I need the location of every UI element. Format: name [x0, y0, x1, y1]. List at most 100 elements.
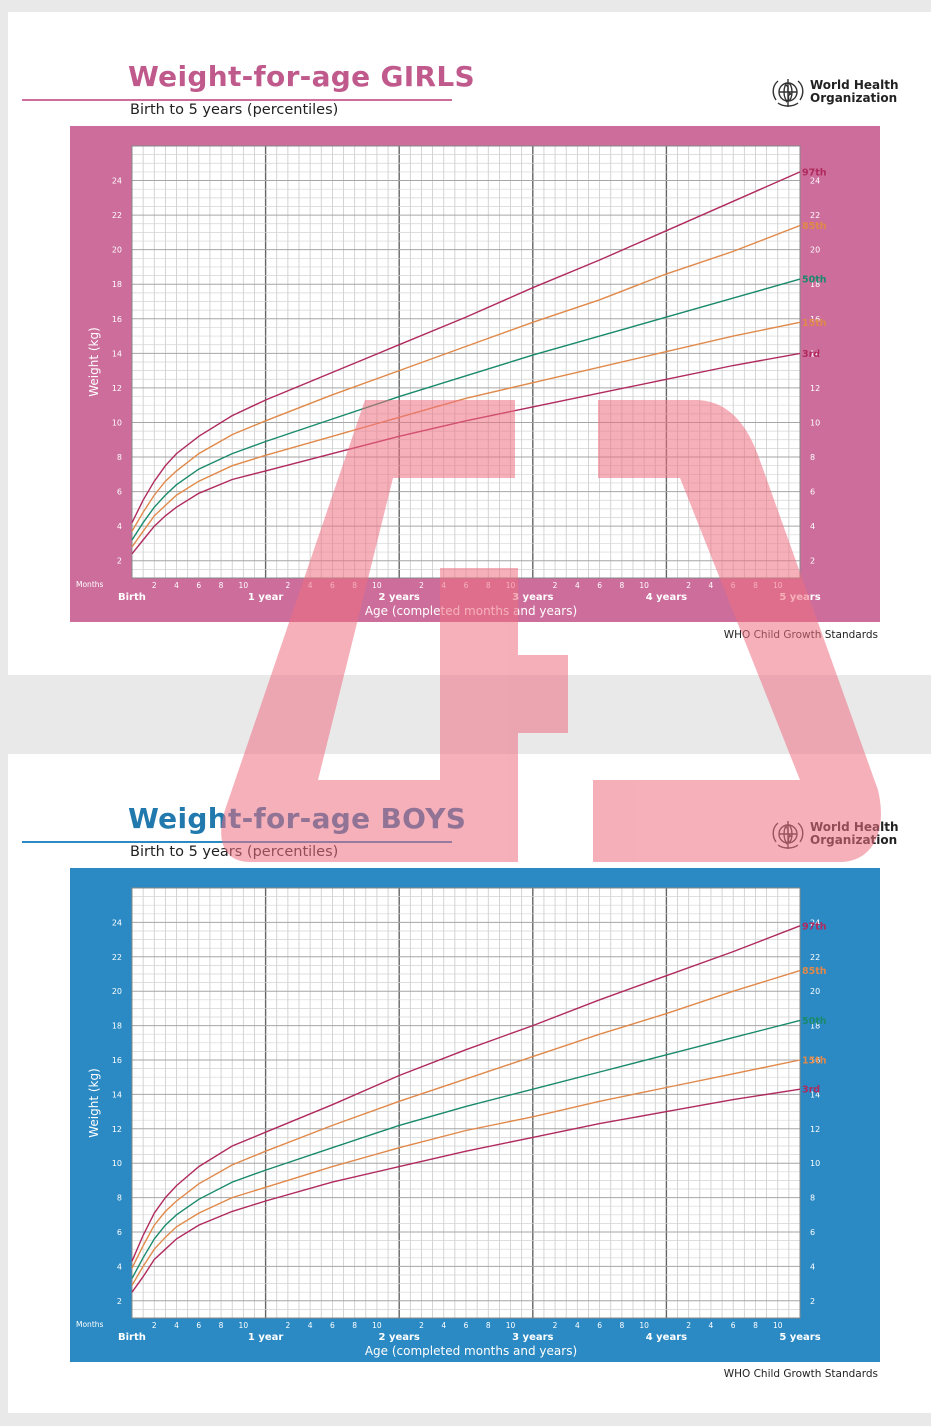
month-tick-label: 10 [639, 581, 649, 590]
y-tick-label-right: 6 [810, 488, 815, 497]
y-tick-label-left: 2 [117, 557, 122, 566]
y-tick-label-left: 10 [112, 418, 122, 427]
month-tick-label: 4 [441, 1321, 446, 1330]
y-tick-label-left: 6 [117, 488, 122, 497]
y-tick-label-left: 4 [117, 1262, 122, 1271]
year-label: 2 years [379, 1332, 420, 1343]
year-label: 1 year [248, 1332, 283, 1343]
who-organization-name: World Health Organization [810, 79, 899, 105]
plot-border [131, 887, 801, 1319]
month-tick-label: 8 [486, 1321, 491, 1330]
percentile-line-15th [131, 1059, 801, 1286]
month-tick-label: 8 [619, 581, 624, 590]
month-tick-label: 6 [330, 581, 335, 590]
y-tick-label-right: 16 [810, 1056, 820, 1065]
who-name-line-2: Organization [810, 833, 898, 847]
y-tick-label-right: 24 [810, 918, 820, 927]
title-underline [22, 841, 452, 843]
y-tick-label-left: 20 [112, 987, 122, 996]
y-tick-label-right: 14 [810, 1090, 820, 1099]
month-tick-label: 10 [639, 1321, 649, 1330]
month-tick-label: 6 [330, 1321, 335, 1330]
year-label: 3 years [512, 1332, 553, 1343]
month-tick-label: 4 [575, 581, 580, 590]
y-tick-label-right: 22 [810, 953, 820, 962]
month-tick-label: 2 [419, 1321, 424, 1330]
y-tick-label-left: 2 [117, 1297, 122, 1306]
month-tick-label: 6 [196, 581, 201, 590]
girls-chart-title: Weight-for-age GIRLS [128, 60, 475, 93]
y-tick-label-left: 14 [112, 349, 122, 358]
boys-chart-title: Weight-for-age BOYS [128, 802, 467, 835]
girls-chart-card: Weight-for-age GIRLS Birth to 5 years (p… [8, 12, 931, 675]
year-label: 1 year [248, 592, 283, 603]
month-tick-label: 2 [285, 581, 290, 590]
month-tick-label: 4 [308, 581, 313, 590]
y-tick-label-left: 8 [117, 453, 122, 462]
title-underline [22, 99, 452, 101]
y-tick-label-left: 18 [112, 280, 122, 289]
y-tick-label-right: 12 [810, 1125, 820, 1134]
month-tick-label: 10 [773, 1321, 783, 1330]
y-tick-label-right: 10 [810, 418, 820, 427]
month-tick-label: 2 [152, 581, 157, 590]
y-tick-label-left: 24 [112, 918, 122, 927]
y-tick-label-left: 12 [112, 384, 122, 393]
percentile-line-97th [131, 171, 801, 524]
y-tick-label-right: 12 [810, 384, 820, 393]
month-tick-label: 8 [219, 581, 224, 590]
percentile-label: 3rd [802, 349, 820, 360]
y-tick-label-right: 14 [810, 349, 820, 358]
y-tick-label-left: 14 [112, 1090, 122, 1099]
y-tick-label-left: 16 [112, 1056, 122, 1065]
grid [132, 146, 800, 578]
who-organization-name: World Health Organization [810, 821, 899, 847]
y-axis-label: Weight (kg) [87, 1068, 101, 1138]
percentile-label: 97th [802, 167, 827, 178]
who-name-line-1: World Health [810, 78, 899, 92]
who-emblem-icon [772, 821, 804, 849]
year-label: 3 years [512, 592, 553, 603]
y-tick-label-right: 4 [810, 1262, 815, 1271]
month-tick-label: 6 [731, 1321, 736, 1330]
girls-chart-panel: 2 2 4 4 6 6 8 8 10 10 12 12 14 14 16 16 18 18 20 20 22 22 24 24… [70, 126, 880, 622]
y-tick-label-left: 6 [117, 1228, 122, 1237]
month-tick-label: 8 [352, 581, 357, 590]
month-tick-label: 2 [285, 1321, 290, 1330]
y-tick-label-right: 4 [810, 522, 815, 531]
percentile-line-50th [131, 1019, 801, 1279]
month-tick-label: 2 [553, 581, 558, 590]
y-tick-label-right: 16 [810, 315, 820, 324]
months-label: Months [76, 580, 104, 589]
boys-source-note: WHO Child Growth Standards [723, 1368, 878, 1380]
month-tick-label: 10 [239, 581, 249, 590]
year-label: 2 years [379, 592, 420, 603]
percentile-label: 97th [802, 921, 827, 932]
month-tick-label: 8 [753, 1321, 758, 1330]
y-tick-label-right: 22 [810, 211, 820, 220]
y-tick-label-left: 22 [112, 953, 122, 962]
month-tick-label: 2 [686, 1321, 691, 1330]
y-tick-label-right: 18 [810, 1022, 820, 1031]
percentile-label: 85th [802, 966, 827, 977]
who-emblem-icon [772, 79, 804, 107]
boys-chart-panel: 2 2 4 4 6 6 8 8 10 10 12 12 14 14 16 16 18 18 20 20 22 22 24 24… [70, 868, 880, 1362]
month-tick-label: 6 [597, 1321, 602, 1330]
y-tick-label-right: 8 [810, 1194, 815, 1203]
y-tick-label-right: 20 [810, 246, 820, 255]
y-tick-label-left: 22 [112, 211, 122, 220]
year-label: 5 years [779, 1332, 820, 1343]
month-tick-label: 4 [575, 1321, 580, 1330]
y-tick-label-right: 20 [810, 987, 820, 996]
x-axis-label: Age (completed months and years) [365, 1344, 577, 1358]
grid [132, 888, 800, 1318]
month-tick-label: 8 [619, 1321, 624, 1330]
month-tick-label: 4 [308, 1321, 313, 1330]
y-tick-label-left: 4 [117, 522, 122, 531]
y-tick-label-left: 8 [117, 1194, 122, 1203]
month-tick-label: 4 [709, 1321, 714, 1330]
percentile-label: 50th [802, 1016, 827, 1027]
month-tick-label: 10 [239, 1321, 249, 1330]
month-tick-label: 10 [773, 581, 783, 590]
